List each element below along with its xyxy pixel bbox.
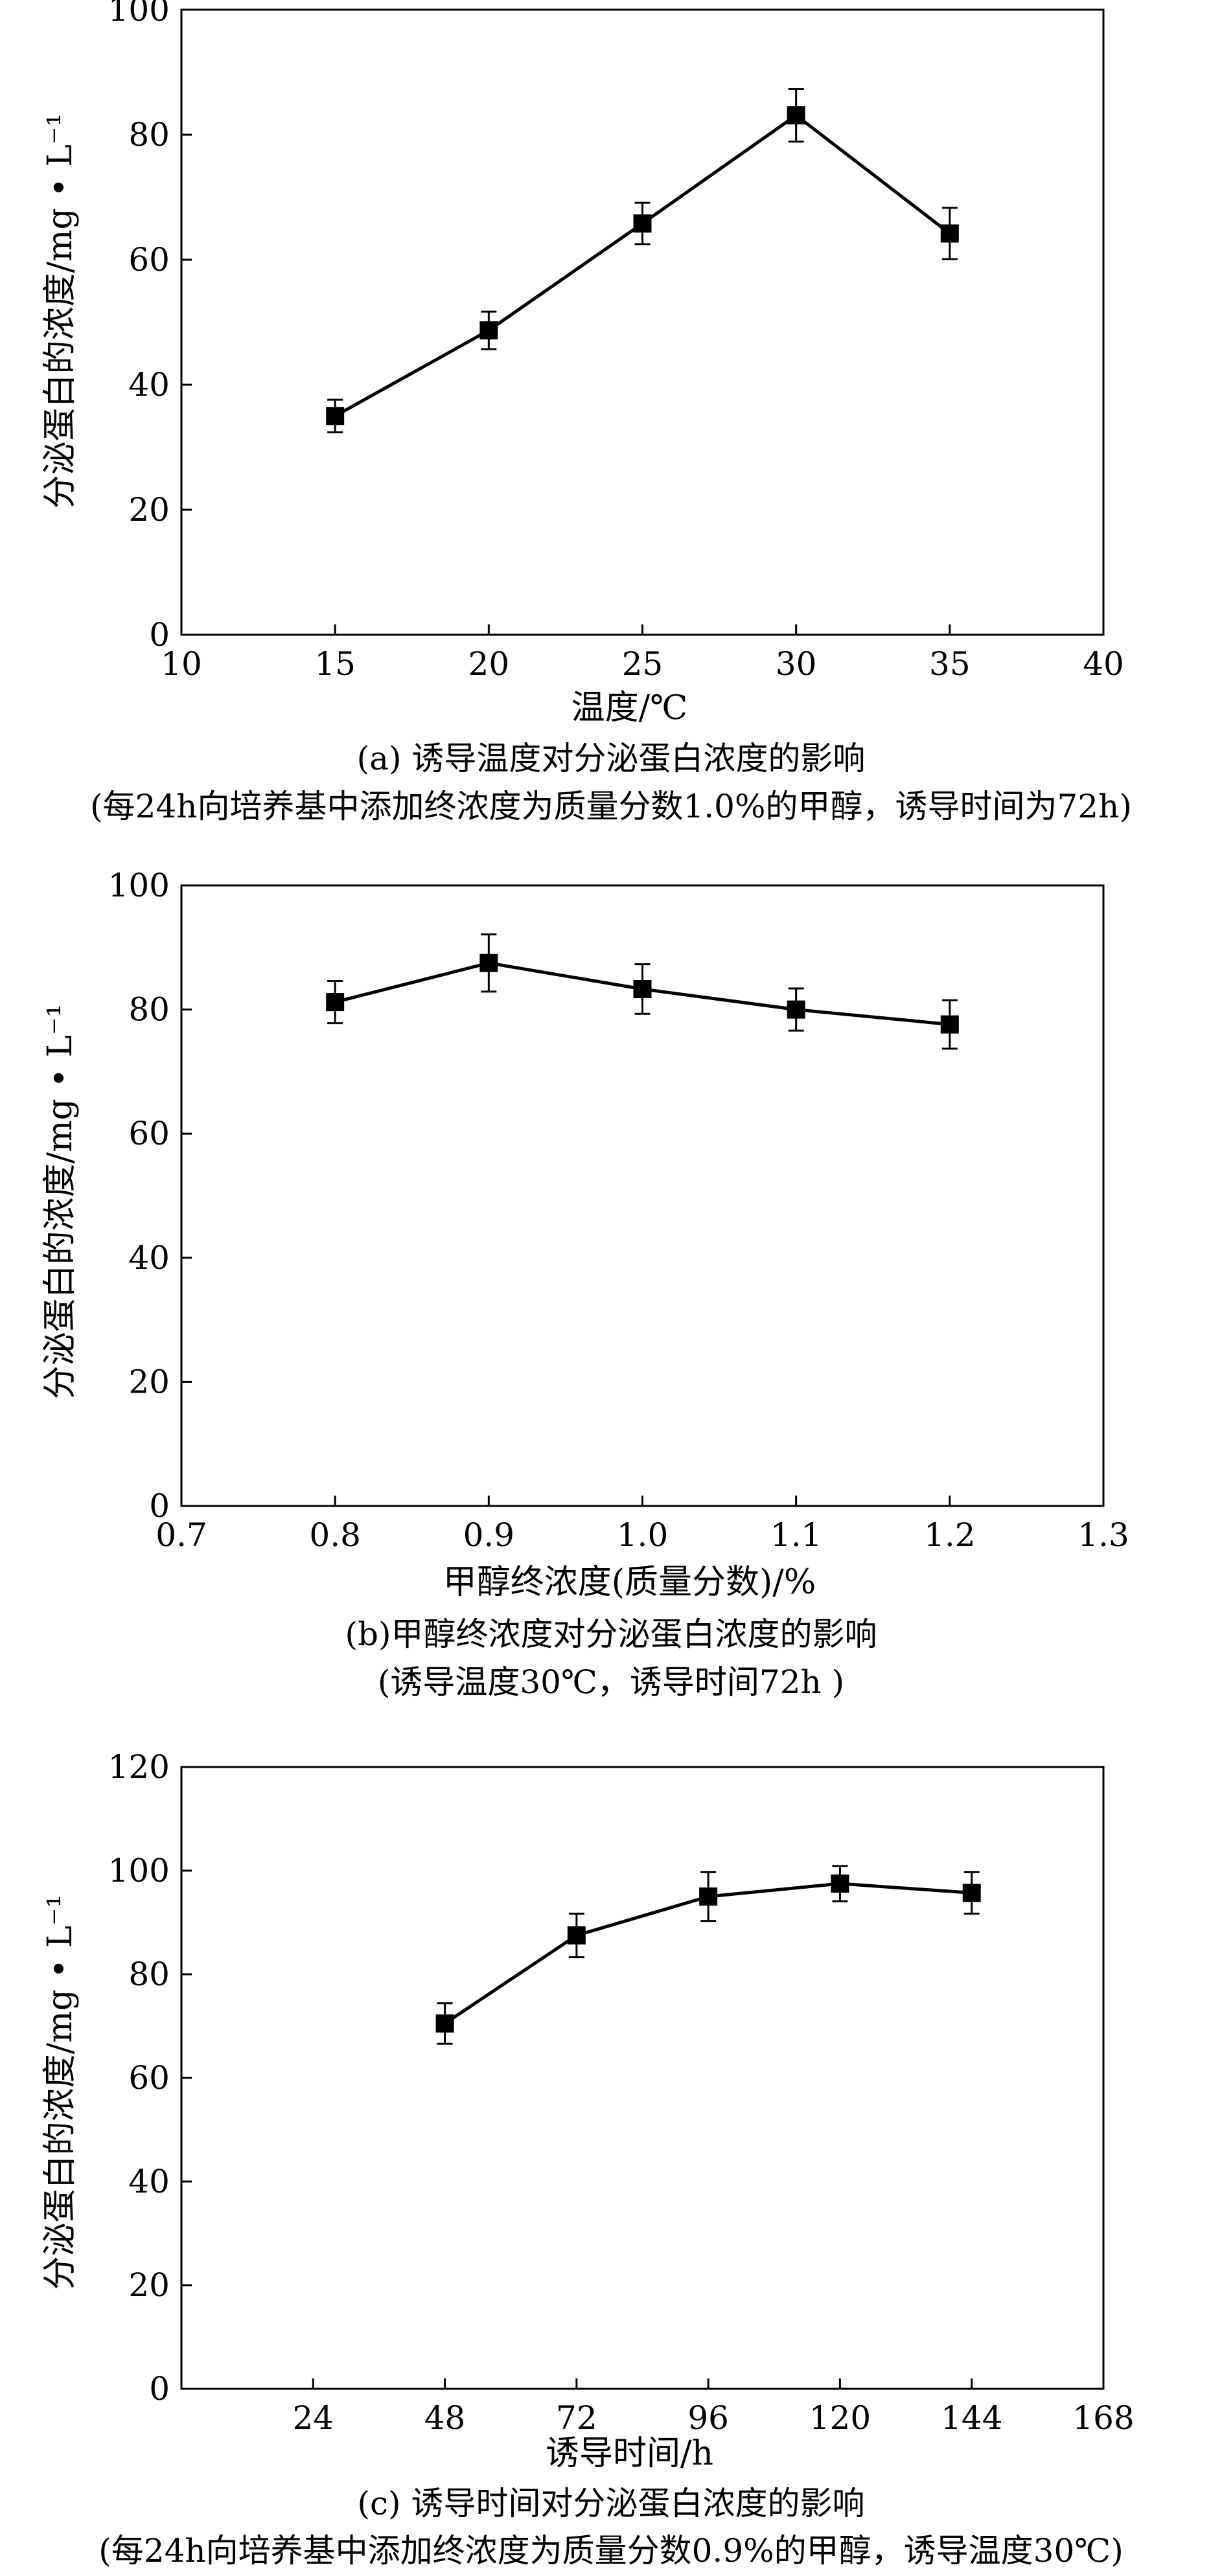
y-tick-label: 120 — [108, 1748, 170, 1786]
x-tick-label: 0.7 — [156, 1516, 207, 1554]
y-tick-label: 20 — [128, 1363, 170, 1400]
x-tick-label: 96 — [687, 2399, 729, 2437]
x-tick-label: 1.0 — [617, 1516, 669, 1554]
y-tick-label: 40 — [128, 1239, 170, 1277]
data-point — [479, 321, 498, 340]
y-tick-label: 40 — [128, 366, 170, 404]
data-point — [479, 953, 498, 972]
y-axis-label: 分泌蛋白的浓度/mg • L⁻¹ — [41, 1895, 80, 2290]
x-tick-label: 30 — [776, 645, 817, 683]
x-tick-label: 1.1 — [770, 1516, 822, 1554]
data-point — [940, 1015, 959, 1034]
x-tick-label: 10 — [161, 645, 202, 683]
y-tick-label: 20 — [128, 2266, 170, 2304]
data-point — [962, 1884, 981, 1902]
x-tick-label: 168 — [1072, 2399, 1134, 2437]
y-tick-label: 0 — [149, 1487, 170, 1525]
data-point — [787, 1000, 805, 1019]
y-tick-label: 100 — [108, 1852, 170, 1889]
y-axis-label: 分泌蛋白的浓度/mg • L⁻¹ — [41, 113, 80, 509]
y-tick-label: 60 — [128, 2059, 170, 2097]
data-point — [940, 224, 959, 243]
y-tick-label: 80 — [128, 1955, 170, 1993]
y-tick-label: 100 — [108, 0, 170, 28]
x-tick-label: 144 — [941, 2399, 1002, 2437]
x-tick-label: 0.8 — [309, 1516, 361, 1554]
x-tick-label: 40 — [1083, 645, 1124, 683]
chart-caption: (a) 诱导温度对分泌蛋白浓度的影响 — [357, 740, 866, 777]
x-axis-label: 诱导时间/h — [546, 2434, 713, 2473]
x-tick-label: 20 — [468, 645, 510, 683]
plot-frame — [180, 1766, 1105, 2390]
data-point — [787, 106, 805, 125]
data-point — [633, 979, 652, 998]
x-tick-label: 72 — [556, 2399, 597, 2437]
x-axis-label: 甲醇终浓度(质量分数)/% — [443, 1563, 816, 1602]
x-tick-label: 15 — [314, 645, 356, 683]
y-tick-label: 40 — [128, 2163, 170, 2200]
x-tick-label: 0.9 — [463, 1516, 515, 1554]
x-tick-label: 25 — [622, 645, 663, 683]
data-point — [633, 214, 652, 233]
chart-note: (诱导温度30℃，诱导时间72h ) — [378, 1663, 844, 1701]
x-axis-label: 温度/℃ — [571, 689, 688, 727]
chart-2: 0 20 40 60 80 100 0.7 0.8 0.9 1.0 1.1 1.2 1.3 甲醇终浓度(质… — [41, 867, 1129, 1701]
chart-caption: (b)甲醇终浓度对分泌蛋白浓度的影响 — [345, 1615, 877, 1653]
chart-note: (每24h向培养基中添加终浓度为质量分数0.9%的甲醇，诱导温度30℃) — [98, 2532, 1123, 2570]
data-point — [831, 1875, 849, 1893]
y-tick-label: 100 — [108, 867, 170, 904]
chart-note: (每24h向培养基中添加终浓度为质量分数1.0%的甲醇，诱导时间为72h) — [90, 788, 1132, 825]
y-tick-label: 0 — [149, 2370, 170, 2408]
x-tick-label: 35 — [929, 645, 971, 683]
chart-caption: (c) 诱导时间对分泌蛋白浓度的影响 — [358, 2485, 865, 2522]
chart-3: 0 20 40 60 80 100 120 24 48 72 96 120 144 168 诱导时间/h 分泌… — [41, 1748, 1135, 2570]
y-tick-label: 20 — [128, 491, 170, 529]
y-axis-label: 分泌蛋白的浓度/mg • L⁻¹ — [41, 1004, 80, 1400]
x-tick-label: 1.2 — [924, 1516, 976, 1554]
x-tick-label: 24 — [292, 2399, 334, 2437]
y-tick-label: 60 — [128, 1115, 170, 1152]
data-point — [567, 1926, 586, 1944]
data-point — [699, 1887, 718, 1906]
y-tick-label: 60 — [128, 241, 170, 279]
plot-frame — [180, 8, 1105, 636]
data-point — [435, 2014, 454, 2033]
y-tick-label: 80 — [128, 116, 170, 154]
x-tick-label: 48 — [424, 2399, 466, 2437]
data-point — [326, 993, 345, 1012]
y-tick-label: 0 — [149, 616, 170, 654]
data-point — [326, 407, 345, 426]
series-line — [334, 113, 951, 418]
x-tick-label: 1.3 — [1078, 1516, 1129, 1554]
x-tick-label: 120 — [809, 2399, 871, 2437]
chart-1: 0 20 40 60 80 100 10 15 20 25 30 35 40 温度/℃ 分泌蛋白的浓度/mg… — [41, 0, 1132, 825]
y-tick-label: 80 — [128, 991, 170, 1029]
